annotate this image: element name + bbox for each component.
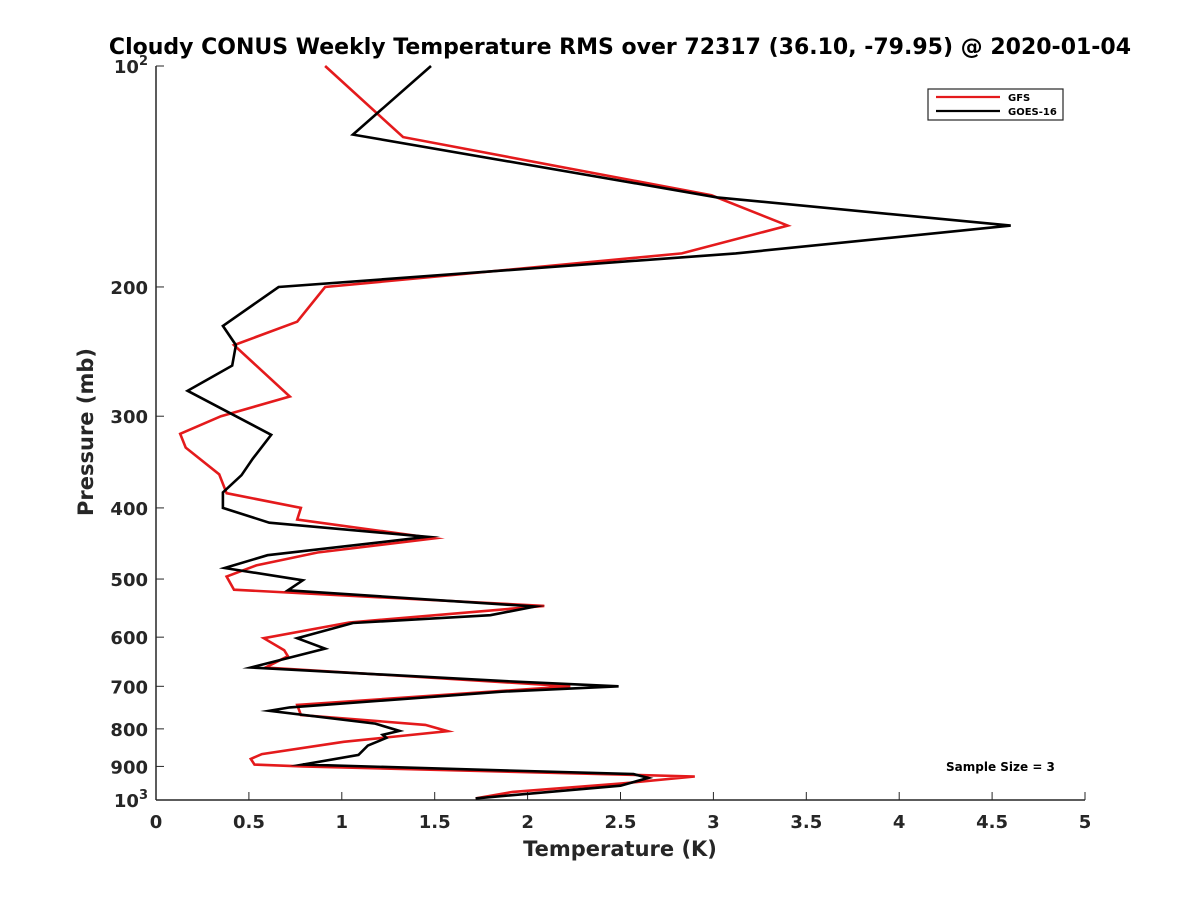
y-axis-label: Pressure (mb) [74,348,98,516]
x-tick-label: 3 [707,812,720,833]
y-tick-label: 103 [114,788,148,812]
x-tick-label: 4 [893,812,906,833]
chart-title: Cloudy CONUS Weekly Temperature RMS over… [109,35,1131,60]
legend: GFS GOES-16 [927,88,1064,121]
y-tick-label: 700 [110,677,148,698]
x-tick-label: 4.5 [976,812,1008,833]
x-tick-label: 0 [150,812,163,833]
y-tick-label: 200 [110,278,148,299]
x-axis-label: Temperature (K) [523,837,717,861]
x-tick-label: 5 [1079,812,1092,833]
sample-size-annotation: Sample Size = 3 [946,760,1055,774]
y-tick-label: 102 [114,54,148,78]
legend-label: GOES-16 [1008,107,1057,118]
y-tick-label: 600 [110,628,148,649]
series-line-goes-16 [184,65,1011,800]
x-tick-label: 2 [521,812,534,833]
y-tick-label: 300 [110,407,148,428]
y-tick-label: 500 [110,570,148,591]
series-line-gfs [178,65,792,800]
plot-area: 0 0.5 1 1.5 2 2.5 3 3.5 4 4.5 5 102 200 300 400 500 600 7… [110,54,1091,833]
x-tick-label: 3.5 [790,812,822,833]
x-tick-label: 1.5 [419,812,451,833]
y-tick-label: 400 [110,499,148,520]
x-tick-label: 2.5 [605,812,637,833]
x-tick-label: 1 [336,812,349,833]
legend-label: GFS [1008,93,1030,104]
legend-box [927,88,1064,121]
x-tick-label: 0.5 [233,812,265,833]
y-tick-label: 900 [110,757,148,778]
y-tick-label: 800 [110,720,148,741]
